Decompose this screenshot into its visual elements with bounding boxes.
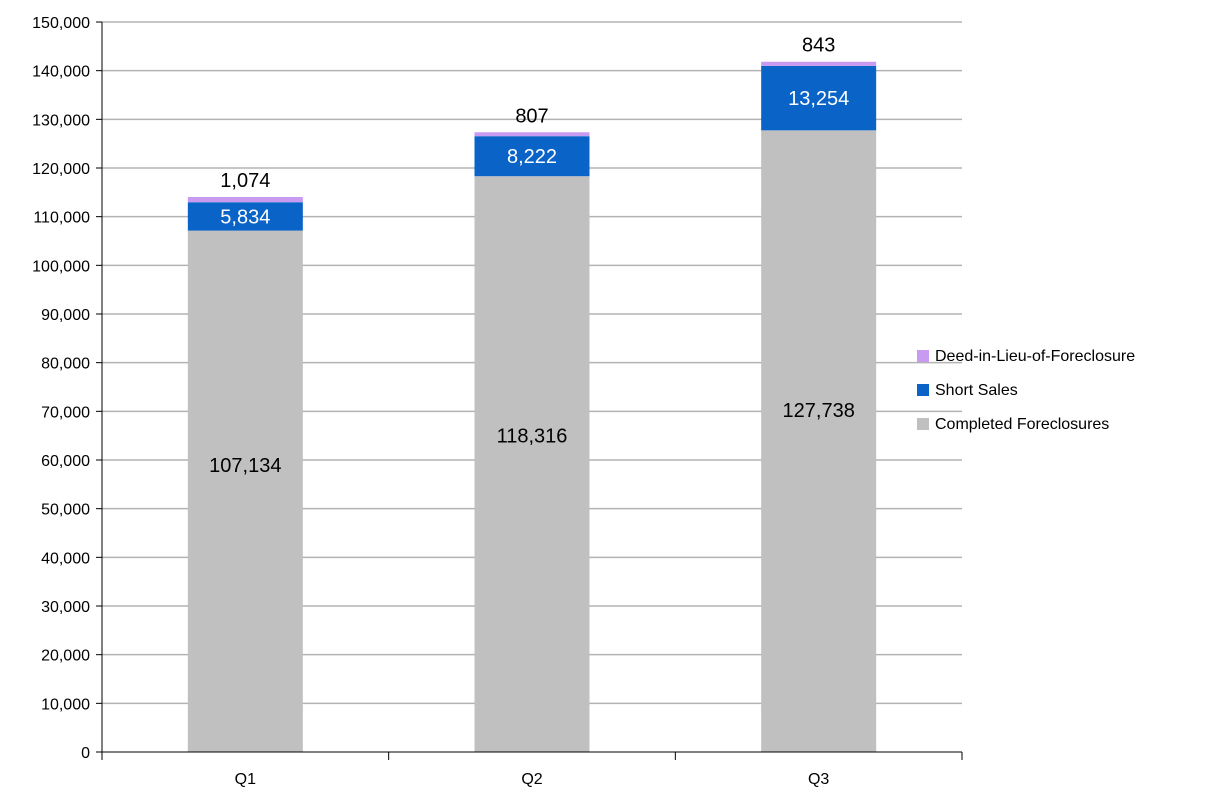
bar-segment (761, 61, 877, 66)
legend-label: Short Sales (935, 382, 1018, 399)
y-tick-label: 80,000 (41, 356, 90, 373)
bar-segment (187, 230, 303, 753)
x-tick-label: Q2 (521, 771, 542, 788)
bar-segment (761, 65, 877, 131)
legend-swatch (917, 350, 929, 362)
y-tick-label: 20,000 (41, 648, 90, 665)
data-label: 8,222 (507, 146, 557, 168)
y-tick-label: 40,000 (41, 550, 90, 567)
bars (187, 61, 877, 753)
y-tick-label: 130,000 (32, 112, 90, 129)
y-axis-tick-labels: 0 10,000 20,000 30,000 40,000 50,000 60,000 70,… (32, 15, 90, 762)
y-tick-label: 140,000 (32, 64, 90, 81)
y-tick-label: 0 (81, 745, 90, 762)
legend-label: Deed-in-Lieu-of-Foreclosure (935, 348, 1135, 365)
data-label: 843 (802, 35, 835, 57)
bar-segment (474, 132, 590, 137)
y-tick-label: 30,000 (41, 599, 90, 616)
bar-segment (187, 196, 303, 203)
data-label: 807 (515, 105, 548, 127)
y-tick-label: 50,000 (41, 502, 90, 519)
y-tick-label: 70,000 (41, 404, 90, 421)
legend-swatch (917, 418, 929, 430)
legend-swatch (917, 384, 929, 396)
legend: Deed-in-Lieu-of-Foreclosure Short Sales Co… (917, 348, 1135, 433)
data-label: 5,834 (220, 206, 270, 228)
data-label: 107,134 (209, 455, 281, 477)
bar-segment (761, 130, 877, 752)
data-labels: 107,134 5,834 1,074 118,316 8,222 807 127,738 1… (209, 35, 855, 478)
y-tick-label: 60,000 (41, 453, 90, 470)
y-tick-label: 100,000 (32, 258, 90, 275)
bar-segment (474, 176, 590, 753)
y-tick-label: 90,000 (41, 307, 90, 324)
x-tick-label: Q3 (808, 771, 829, 788)
data-label: 1,074 (220, 170, 270, 192)
axes (96, 21, 963, 760)
legend-label: Completed Foreclosures (935, 416, 1109, 433)
bar-segment (474, 136, 590, 177)
x-axis-tick-labels: Q1 Q2 Q3 (235, 771, 830, 788)
y-tick-label: 120,000 (32, 161, 90, 178)
x-tick-label: Q1 (235, 771, 256, 788)
y-tick-label: 150,000 (32, 15, 90, 32)
bar-segment (187, 202, 303, 231)
data-label: 13,254 (788, 88, 849, 110)
data-label: 127,738 (783, 400, 855, 422)
y-tick-label: 110,000 (33, 210, 90, 227)
data-label: 118,316 (497, 425, 568, 447)
y-tick-label: 10,000 (41, 696, 90, 713)
